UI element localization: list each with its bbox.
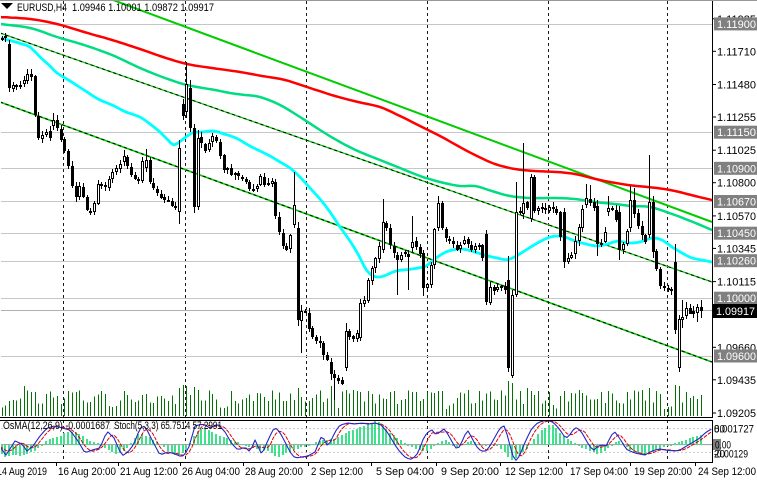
svg-text:12 Sep 12:00: 12 Sep 12:00 bbox=[505, 466, 563, 478]
svg-text:1.10260: 1.10260 bbox=[717, 256, 756, 268]
svg-text:80: 80 bbox=[714, 424, 725, 436]
svg-text:-0.00129: -0.00129 bbox=[714, 449, 748, 461]
svg-text:16 Aug 20:00: 16 Aug 20:00 bbox=[58, 466, 116, 478]
svg-text:1.10570: 1.10570 bbox=[717, 211, 756, 223]
svg-text:0.001727: 0.001727 bbox=[714, 424, 754, 436]
svg-text:1.10450: 1.10450 bbox=[717, 228, 756, 240]
svg-text:1.10000: 1.10000 bbox=[717, 293, 756, 305]
svg-text:19 Sep 20:00: 19 Sep 20:00 bbox=[634, 466, 692, 478]
svg-text:1.11900: 1.11900 bbox=[717, 19, 756, 31]
svg-text:1.10670: 1.10670 bbox=[717, 197, 756, 209]
svg-text:1.10800: 1.10800 bbox=[717, 178, 756, 190]
svg-text:5 Sep 04:00: 5 Sep 04:00 bbox=[376, 466, 434, 478]
svg-text:0.00: 0.00 bbox=[715, 440, 731, 452]
svg-text:2 Sep 12:00: 2 Sep 12:00 bbox=[311, 466, 363, 478]
svg-text:1.11480: 1.11480 bbox=[717, 80, 756, 92]
svg-text:Stoch(5,3,3) 65.7514 57.2991: Stoch(5,3,3) 65.7514 57.2991 bbox=[114, 420, 222, 432]
svg-text:EURUSD,H4: EURUSD,H4 bbox=[17, 2, 67, 14]
svg-text:24 Sep 12:00: 24 Sep 12:00 bbox=[698, 466, 756, 478]
svg-text:1.11025: 1.11025 bbox=[717, 145, 756, 157]
svg-text:1.09435: 1.09435 bbox=[717, 375, 756, 387]
svg-text:28 Aug 20:00: 28 Aug 20:00 bbox=[245, 466, 303, 478]
svg-text:1.09946 1.10001 1.09872 1.0991: 1.09946 1.10001 1.09872 1.09917 bbox=[72, 2, 214, 14]
svg-text:21 Aug 12:00: 21 Aug 12:00 bbox=[120, 466, 178, 478]
svg-text:1.11255: 1.11255 bbox=[717, 112, 756, 124]
svg-text:OsMA(12,26,9) -0.0001687: OsMA(12,26,9) -0.0001687 bbox=[3, 420, 110, 432]
svg-text:1.09205: 1.09205 bbox=[717, 408, 756, 420]
svg-text:1.09600: 1.09600 bbox=[717, 351, 756, 363]
svg-text:9 Sep 20:00: 9 Sep 20:00 bbox=[441, 466, 499, 478]
svg-text:1.09917: 1.09917 bbox=[716, 306, 755, 318]
svg-text:17 Sep 04:00: 17 Sep 04:00 bbox=[570, 466, 628, 478]
svg-text:1.10345: 1.10345 bbox=[717, 243, 756, 255]
svg-text:1.11150: 1.11150 bbox=[717, 127, 756, 139]
svg-text:1.10900: 1.10900 bbox=[717, 163, 756, 175]
svg-text:1.10115: 1.10115 bbox=[717, 277, 756, 289]
svg-text:20: 20 bbox=[714, 449, 725, 461]
svg-text:1.11710: 1.11710 bbox=[717, 46, 756, 58]
svg-text:14 Aug 2019: 14 Aug 2019 bbox=[0, 466, 47, 478]
svg-text:26 Aug 04:00: 26 Aug 04:00 bbox=[182, 466, 240, 478]
